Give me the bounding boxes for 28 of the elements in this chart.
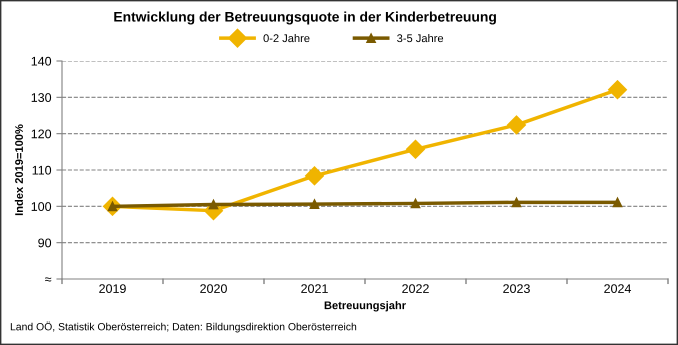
x-tick-label: 2019 — [99, 284, 126, 294]
point — [506, 115, 526, 134]
y-tick-label: 110 — [32, 166, 52, 175]
x-tick-label: 2024 — [604, 284, 632, 294]
point — [310, 199, 320, 210]
point — [612, 197, 622, 208]
legend-label: 3-5 Jahre — [397, 34, 444, 42]
point — [406, 140, 426, 159]
y-tick-label: 140 — [32, 56, 52, 66]
y-tick-label: ≈ — [45, 277, 52, 282]
x-tick-label: 2022 — [402, 284, 429, 294]
point — [208, 200, 218, 210]
x-tick-label: 2023 — [503, 284, 530, 294]
y-tick-label: 130 — [32, 93, 52, 102]
legend-label: 0-2 Jahre — [263, 34, 310, 42]
x-tick-label: 2020 — [200, 284, 227, 294]
chart-title: Entwicklung der Betreuungsquote in der Kinderbetreuung — [114, 11, 496, 25]
y-axis-title: Index 2019=100% — [14, 124, 23, 216]
y-tick-label: 100 — [32, 202, 52, 211]
y-tick-label: 120 — [32, 129, 52, 138]
point — [608, 80, 628, 100]
x-axis-title: Betreuungsjahr — [324, 301, 406, 312]
point — [512, 197, 522, 208]
point — [304, 166, 324, 186]
x-tick-label: 2021 — [301, 284, 328, 294]
text: Land OÖ, Statistik Oberösterreich; Daten: Bildungsdirektion Oberösterreich — [10, 322, 356, 332]
point — [410, 198, 420, 208]
y-tick-label: 90 — [38, 238, 52, 248]
